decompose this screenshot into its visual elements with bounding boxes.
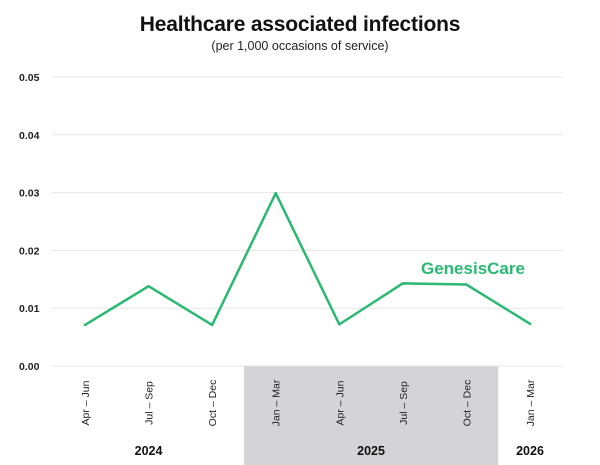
year-band-2025 — [243, 366, 499, 465]
y-tick-label: 0.00 — [19, 361, 40, 373]
x-tick-label: Jan – Mar — [525, 379, 537, 426]
data-point — [83, 323, 87, 327]
x-tick-label: Apr – Jun — [334, 380, 346, 425]
y-tick-label: 0.01 — [19, 303, 40, 315]
data-point — [274, 191, 277, 195]
series-line — [83, 191, 532, 327]
chart-subtitle: (per 1,000 occasions of service) — [211, 39, 389, 53]
chart-title: Healthcare associated infections — [139, 13, 461, 36]
x-tick-label: Oct – Dec — [461, 380, 473, 427]
x-tick-label: Jul – Sep — [144, 381, 156, 425]
x-tick-label: Oct – Dec — [207, 380, 219, 427]
data-point — [338, 323, 341, 326]
year-label-2026: 2026 — [516, 444, 544, 458]
data-point — [210, 323, 214, 327]
data-point — [465, 283, 468, 286]
y-tick-label: 0.03 — [19, 188, 40, 200]
data-point — [401, 282, 405, 285]
brand-annotation: GenesisCare — [421, 259, 525, 278]
data-point — [147, 285, 150, 288]
year-label-2025: 2025 — [357, 444, 385, 458]
y-tick-label: 0.02 — [19, 245, 40, 257]
y-tick-label: 0.05 — [19, 72, 40, 84]
x-tick-label: Jul – Sep — [398, 381, 410, 425]
year-label-2024: 2024 — [135, 444, 163, 458]
data-point — [528, 322, 532, 326]
x-tick-label: Jan – Mar — [271, 379, 283, 426]
y-tick-label: 0.04 — [19, 130, 40, 142]
x-tick-label: Apr – Jun — [80, 380, 92, 425]
